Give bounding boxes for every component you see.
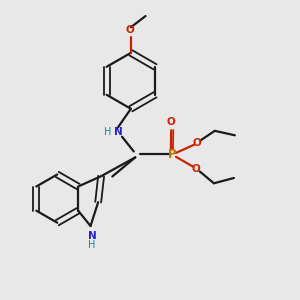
Text: N: N [88,231,96,241]
Text: H: H [88,239,96,250]
Text: N: N [114,127,123,137]
Text: H: H [104,127,112,137]
Text: P: P [168,148,176,161]
Text: O: O [192,164,201,174]
Text: O: O [193,138,202,148]
Text: O: O [126,25,135,34]
Text: O: O [166,117,175,127]
